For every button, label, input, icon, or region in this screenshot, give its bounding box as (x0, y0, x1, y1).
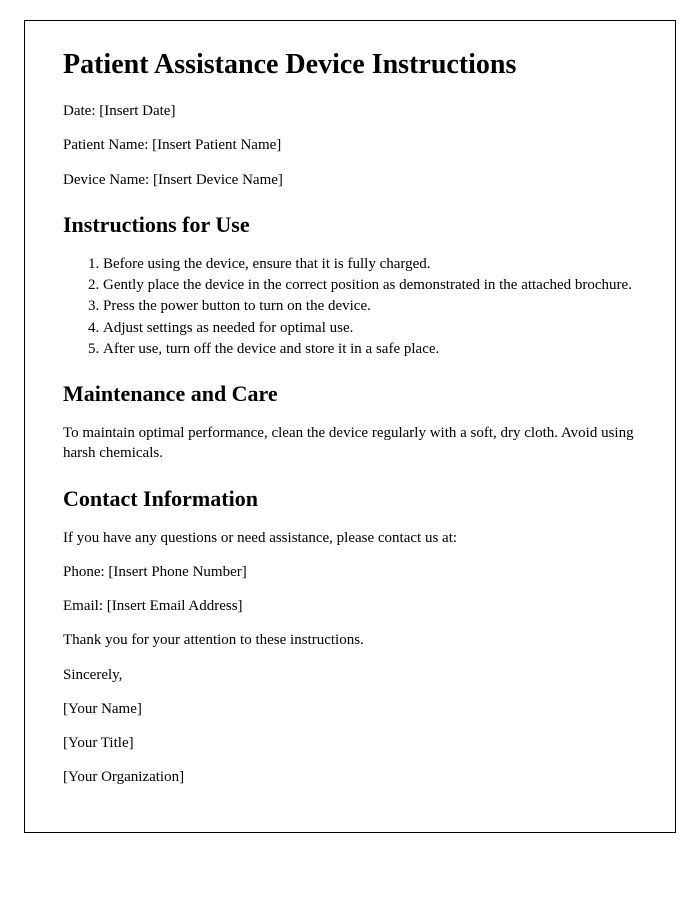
device-name-field: Device Name: [Insert Device Name] (63, 170, 637, 190)
instruction-item: After use, turn off the device and store… (103, 339, 637, 359)
instruction-item: Adjust settings as needed for optimal us… (103, 318, 637, 338)
document-border: Patient Assistance Device Instructions D… (24, 20, 676, 833)
instructions-list: Before using the device, ensure that it … (63, 254, 637, 359)
instruction-item: Press the power button to turn on the de… (103, 296, 637, 316)
closing-name: [Your Name] (63, 699, 637, 719)
contact-phone: Phone: [Insert Phone Number] (63, 562, 637, 582)
maintenance-heading: Maintenance and Care (63, 381, 637, 407)
closing-thanks: Thank you for your attention to these in… (63, 630, 637, 650)
instructions-heading: Instructions for Use (63, 212, 637, 238)
contact-email: Email: [Insert Email Address] (63, 596, 637, 616)
contact-intro: If you have any questions or need assist… (63, 528, 637, 548)
contact-heading: Contact Information (63, 486, 637, 512)
closing-signoff: Sincerely, (63, 665, 637, 685)
date-field: Date: [Insert Date] (63, 101, 637, 121)
instruction-item: Gently place the device in the correct p… (103, 275, 637, 295)
closing-organization: [Your Organization] (63, 767, 637, 787)
page-container: Patient Assistance Device Instructions D… (0, 0, 700, 853)
closing-title: [Your Title] (63, 733, 637, 753)
patient-name-field: Patient Name: [Insert Patient Name] (63, 135, 637, 155)
instruction-item: Before using the device, ensure that it … (103, 254, 637, 274)
maintenance-body: To maintain optimal performance, clean t… (63, 423, 637, 464)
document-title: Patient Assistance Device Instructions (63, 49, 637, 81)
